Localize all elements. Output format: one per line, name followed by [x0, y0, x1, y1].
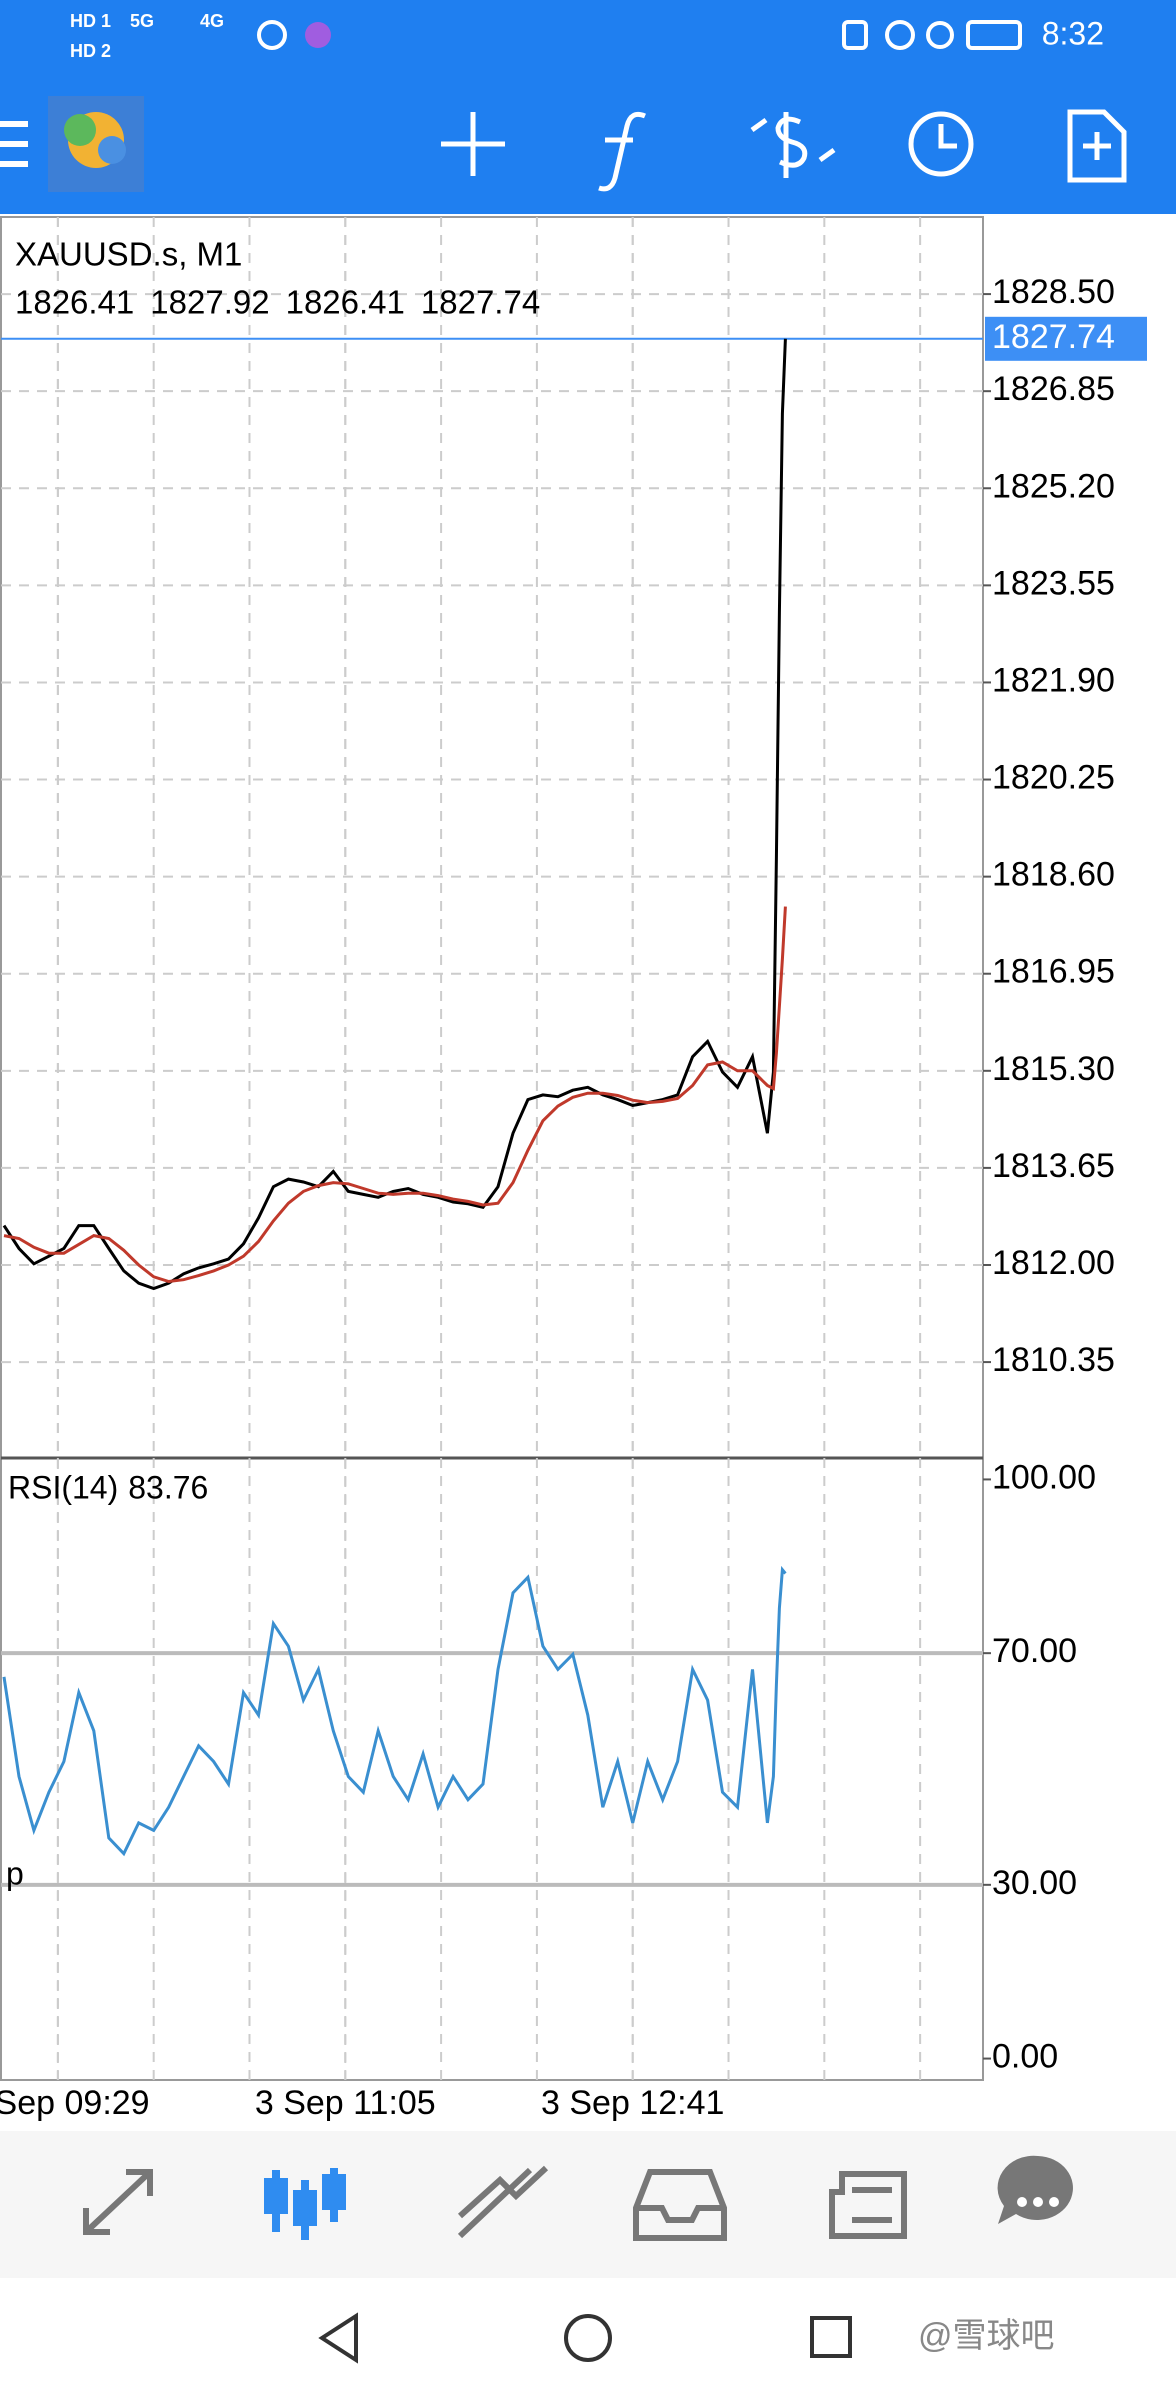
y-tick-label: 30.00	[992, 1864, 1077, 1902]
series-line	[2, 1565, 787, 1857]
crosshair-button[interactable]	[441, 112, 505, 176]
network-indicators: HD 1 5G 4G HD 2	[70, 11, 224, 61]
plot-area: 3 Sep 09:29 3 Sep 11:05 3 Sep 12:41 1828.50…	[0, 217, 1147, 2122]
chart-frame	[0, 216, 984, 2081]
toolbar-icons	[441, 109, 1127, 192]
price-label-box	[985, 316, 1147, 361]
y-tick-label: 1826.85	[992, 370, 1115, 408]
network-label: 5G	[130, 11, 154, 31]
chart-tab[interactable]	[264, 2168, 346, 2240]
watermark: @雪球吧	[918, 2317, 1055, 2355]
y-tick-label: 1823.55	[992, 564, 1115, 602]
y-tick-label: 1816.95	[992, 953, 1115, 991]
system-nav	[318, 2312, 852, 2364]
x-tick-label: 3 Sep 09:29	[0, 2084, 150, 2122]
series-line	[3, 906, 787, 1284]
y-tick-label: 100.00	[992, 1458, 1096, 1496]
indicators-button[interactable]	[598, 111, 646, 192]
y-tick-label: 1813.65	[992, 1147, 1115, 1185]
rsi-note: p	[6, 1855, 24, 1891]
x-tick-label: 3 Sep 12:41	[541, 2084, 724, 2122]
y-tick-label: 1815.30	[992, 1050, 1115, 1088]
y-tick-label: 1828.50	[992, 273, 1115, 311]
clock: 8:32	[1042, 15, 1104, 51]
network-label: HD 1	[70, 11, 111, 31]
y-tick-label: 1825.20	[992, 467, 1115, 505]
rsi-value: 83.76	[128, 1469, 208, 1505]
home-button[interactable]	[564, 2314, 612, 2362]
y-tick-label: 1812.00	[992, 1244, 1115, 1282]
y-tick-label: 0.00	[992, 2038, 1058, 2076]
network-label: HD 2	[70, 41, 111, 61]
y-tick-label: 1810.35	[992, 1341, 1115, 1379]
new-order-button[interactable]	[1067, 109, 1127, 183]
ohlc-value: 1827.74	[421, 284, 540, 321]
news-tab[interactable]	[829, 2171, 907, 2239]
network-label: 4G	[200, 11, 224, 31]
status-icons	[257, 20, 1022, 50]
ohlc-value: 1826.41	[286, 284, 405, 321]
history-tab[interactable]	[633, 2169, 727, 2241]
ohlc-readout: 1826.41 1827.92 1826.41 1827.74	[15, 284, 540, 321]
y-tick-label: 1821.90	[992, 661, 1115, 699]
x-tick-label: 3 Sep 11:05	[255, 2084, 436, 2122]
ohlc-value: 1827.92	[150, 284, 269, 321]
y-tick-label: 1818.60	[992, 856, 1115, 894]
bottom-nav	[0, 2131, 1176, 2278]
y-tick-label: 70.00	[992, 1632, 1077, 1670]
y-tick-label: 1820.25	[992, 759, 1115, 797]
bottom-nav-icons	[83, 2155, 1073, 2241]
price-label: 1827.74	[992, 318, 1115, 356]
trade-tab[interactable]	[457, 2165, 549, 2239]
chat-tab[interactable]	[997, 2155, 1073, 2224]
back-button[interactable]	[318, 2312, 358, 2364]
app-logo[interactable]	[48, 96, 144, 192]
top-bar	[0, 0, 1176, 214]
trade-button[interactable]	[750, 112, 836, 178]
quotes-tab[interactable]	[83, 2169, 153, 2235]
rsi-title: RSI(14)	[8, 1469, 118, 1505]
menu-button[interactable]	[0, 121, 28, 167]
ohlc-value: 1826.41	[15, 284, 134, 321]
history-button[interactable]	[908, 111, 974, 177]
recents-button[interactable]	[810, 2316, 852, 2358]
chart-title: XAUUSD.s, M1	[15, 236, 242, 273]
